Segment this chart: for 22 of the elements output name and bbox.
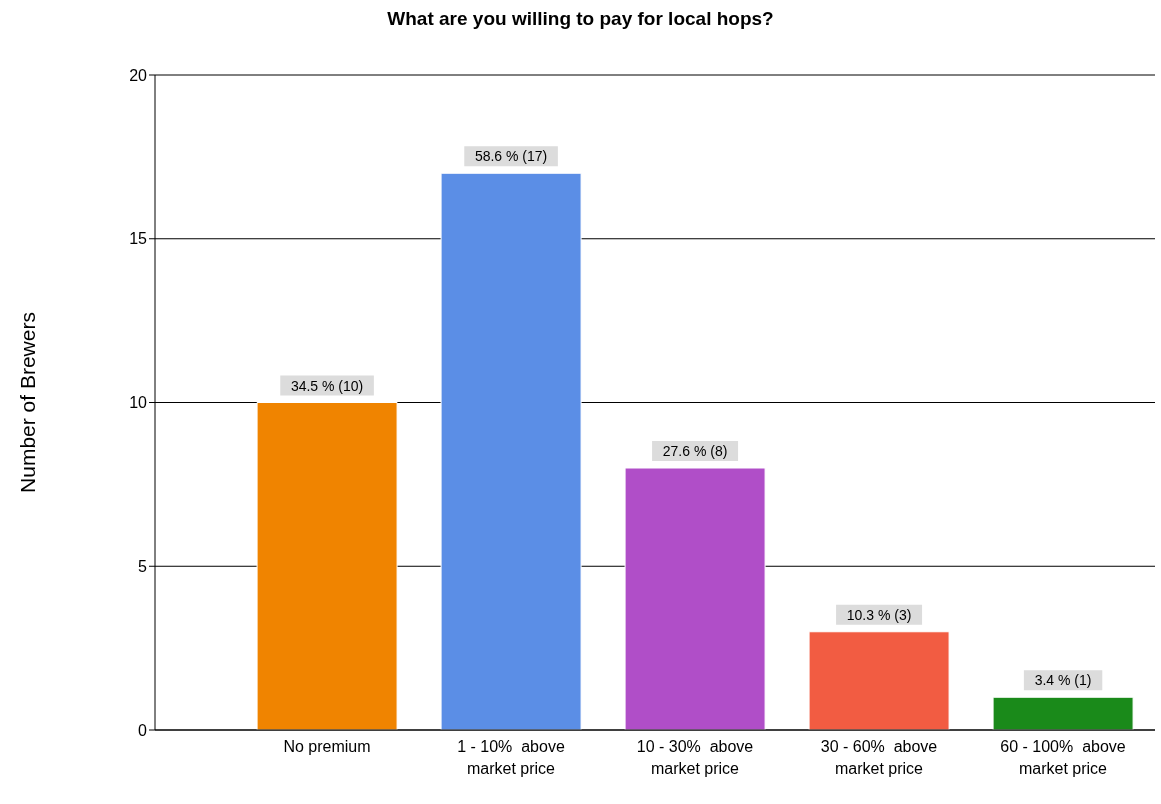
data-label: 10.3 % (3) — [846, 606, 912, 623]
x-tick-label: 1 - 10% above market price — [457, 738, 565, 777]
x-tick-label: No premium — [283, 738, 371, 755]
bar — [440, 172, 582, 730]
y-tick-label: 15 — [129, 230, 148, 248]
y-tick-label: 10 — [129, 394, 148, 412]
data-label: 27.6 % (8) — [662, 443, 728, 459]
bar — [808, 631, 950, 730]
y-tick-label: 0 — [138, 721, 148, 739]
chart-title: What are you willing to pay for local hops? — [386, 8, 775, 31]
data-label: 3.4 % (1) — [1034, 672, 1092, 689]
y-axis-title: Number of Brewers — [16, 312, 40, 493]
x-tick-label: 30 - 60% above market price — [820, 738, 938, 777]
x-tick-label: 10 - 30% above market price — [636, 738, 754, 777]
bar — [256, 402, 398, 730]
y-tick-label: 5 — [138, 557, 148, 575]
bar — [992, 696, 1134, 730]
y-tick-label: 20 — [129, 66, 148, 84]
data-label: 58.6 % (17) — [474, 148, 548, 165]
x-tick-label: 60 - 100% above market price — [1000, 738, 1126, 777]
data-label: 34.5 % (10) — [290, 377, 364, 394]
bar — [624, 467, 766, 730]
